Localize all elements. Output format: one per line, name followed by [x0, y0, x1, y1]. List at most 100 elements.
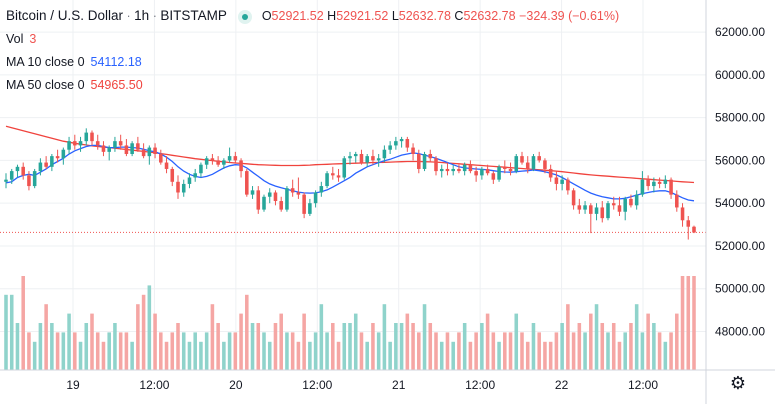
ma10-label: MA 10 close 0 — [6, 55, 85, 69]
volume-bar — [199, 341, 203, 370]
candle-body — [560, 179, 564, 184]
candle-body — [554, 177, 559, 184]
candle-body — [657, 181, 662, 184]
ma50-label: MA 50 close 0 — [6, 78, 85, 92]
candle-body — [577, 205, 582, 210]
symbol-name[interactable]: Bitcoin / U.S. Dollar — [6, 8, 124, 23]
gear-icon[interactable]: ⚙ — [729, 373, 747, 393]
volume-bar — [520, 332, 524, 370]
candle-body — [141, 149, 146, 157]
volume-bar — [692, 276, 696, 370]
volume-bar — [445, 332, 450, 370]
volume-bar — [548, 341, 553, 370]
candle-body — [680, 207, 685, 221]
candle-body — [95, 141, 100, 146]
volume-bar — [428, 323, 433, 370]
volume-bar — [560, 323, 564, 370]
candle-body — [462, 164, 467, 172]
candle-body — [686, 220, 691, 227]
candle-body — [124, 145, 129, 154]
volume-bar — [680, 276, 685, 370]
volume-bar — [376, 332, 381, 370]
high-label: H — [327, 9, 337, 23]
candle-body — [78, 141, 83, 146]
time-tick-label: 12:00 — [628, 378, 658, 392]
volume-bar — [147, 285, 152, 370]
candle-body — [296, 192, 301, 195]
candle-body — [187, 177, 192, 184]
high-value: 52921.52 — [336, 9, 389, 23]
market-status-icon[interactable] — [238, 9, 253, 24]
low-value: 52632.78 — [398, 9, 451, 23]
candle-body — [336, 175, 341, 178]
price-tick-label: 60000.00 — [715, 68, 765, 82]
candle-body — [342, 158, 347, 178]
time-tick-label: 12:00 — [139, 378, 169, 392]
volume-bar — [113, 323, 117, 370]
volume-bar — [164, 341, 169, 370]
interval-label[interactable]: 1h — [134, 8, 150, 23]
candle-body — [600, 207, 605, 219]
price-tick-label: 52000.00 — [715, 239, 765, 253]
volume-bar — [353, 313, 358, 370]
volume-bar — [480, 323, 484, 370]
candle-body — [44, 162, 48, 167]
candle-body — [204, 158, 209, 165]
price-tick-label: 62000.00 — [715, 25, 765, 39]
candle-body — [520, 156, 524, 163]
candle-body — [606, 203, 610, 219]
volume-bar — [503, 332, 507, 370]
exchange-label[interactable]: BITSTAMP — [160, 8, 227, 23]
legend-ma50-row[interactable]: MA 50 close 0 54965.50 — [6, 74, 619, 97]
candle-body — [411, 147, 415, 154]
candle-body — [199, 164, 203, 174]
candle-body — [250, 190, 255, 195]
volume-bar — [457, 332, 461, 370]
candle-body — [434, 158, 438, 172]
candle-body — [675, 194, 679, 208]
volume-bar — [485, 313, 490, 370]
volume-bar — [9, 294, 14, 370]
volume-bar — [118, 332, 123, 370]
volume-bar — [537, 332, 541, 370]
volume-bar — [525, 341, 530, 370]
candle-body — [566, 179, 570, 191]
candle-body — [376, 158, 381, 161]
volume-bar — [181, 332, 186, 370]
candle-body — [27, 175, 31, 187]
volume-bar — [508, 332, 513, 370]
candle-body — [457, 168, 461, 172]
candle-body — [503, 166, 507, 169]
candle-body — [508, 168, 513, 172]
volume-bar — [256, 323, 261, 370]
time-tick-label: 19 — [66, 378, 80, 392]
volume-bar — [216, 323, 220, 370]
candle-body — [692, 226, 696, 233]
candle-body — [15, 166, 20, 172]
volume-bar — [296, 341, 301, 370]
volume-bar — [434, 332, 438, 370]
volume-bar — [290, 332, 295, 370]
legend-ma10-row[interactable]: MA 10 close 0 54112.18 — [6, 51, 619, 74]
volume-bar — [227, 332, 232, 370]
candle-body — [491, 173, 496, 180]
volume-bar — [170, 332, 175, 370]
volume-bar — [319, 304, 324, 370]
volume-bar — [382, 304, 387, 370]
volume-bar — [210, 304, 215, 370]
volume-bar — [204, 332, 209, 370]
volume-bar — [543, 341, 547, 370]
price-tick-label: 54000.00 — [715, 196, 765, 210]
price-tick-label: 50000.00 — [715, 282, 765, 296]
candle-body — [38, 162, 43, 172]
candle-body — [210, 158, 215, 161]
candle-body — [176, 181, 180, 193]
volume-bar — [388, 341, 392, 370]
legend-volume-row[interactable]: Vol 3 — [6, 28, 619, 51]
volume-bar — [4, 294, 8, 370]
volume-bar — [594, 304, 599, 370]
volume-bar — [107, 332, 111, 370]
candle-body — [652, 181, 656, 187]
candle-body — [640, 179, 645, 195]
